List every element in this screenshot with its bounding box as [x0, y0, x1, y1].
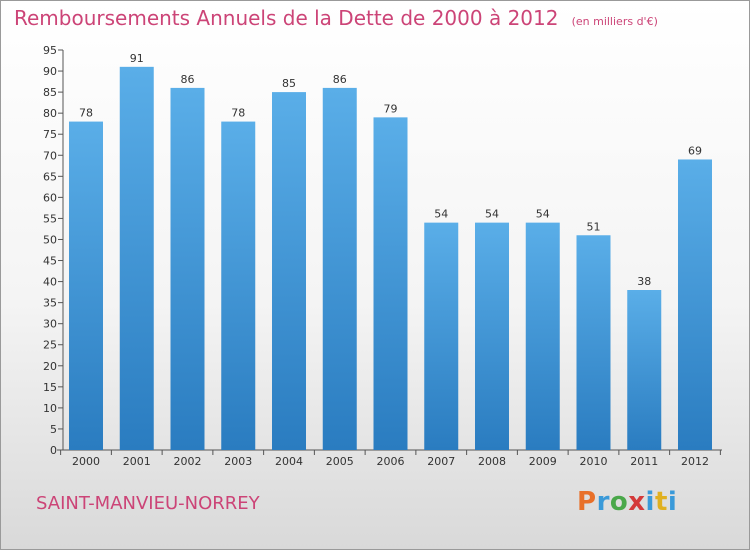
bar-2011 [627, 290, 662, 450]
y-tick-label: 5 [50, 423, 57, 436]
y-tick-label: 75 [43, 128, 57, 141]
x-tick-label-2012: 2012 [681, 455, 709, 468]
bar-2003 [221, 121, 256, 450]
y-tick-label: 10 [43, 402, 57, 415]
x-tick-label-2004: 2004 [275, 455, 303, 468]
axes: 0 5 10 15 20 25 30 35 40 45 50 55 60 65 70 75 80 85 90 95 20… [43, 44, 722, 468]
data-label-2005: 86 [333, 73, 347, 86]
y-tick-label: 25 [43, 339, 57, 352]
y-tick-label: 95 [43, 44, 57, 57]
data-label-2001: 91 [130, 52, 144, 65]
y-tick-label: 85 [43, 86, 57, 99]
logo-letter: P [577, 487, 597, 517]
logo-letter: t [654, 487, 668, 517]
chart-title: Remboursements Annuels de la Dette de 20… [14, 6, 559, 30]
data-label-2002: 86 [181, 73, 195, 86]
bar-2001 [119, 66, 154, 450]
y-tick-label: 50 [43, 233, 57, 246]
title-line: Remboursements Annuels de la Dette de 20… [14, 6, 658, 30]
data-label-2003: 78 [231, 107, 245, 120]
logo-letter: i [645, 487, 655, 517]
logo-letter: r [596, 487, 610, 517]
data-label-2004: 85 [282, 77, 296, 90]
y-tick-label: 45 [43, 255, 57, 268]
x-tick-label-2011: 2011 [630, 455, 658, 468]
commune-name: SAINT-MANVIEU-NORREY [36, 493, 260, 514]
bar-2007 [424, 222, 459, 450]
y-tick-label: 60 [43, 191, 57, 204]
y-tick-label: 0 [50, 444, 57, 457]
data-label-2012: 69 [688, 144, 702, 157]
bar-2010 [576, 235, 611, 450]
bar-2000 [69, 121, 103, 450]
y-tick-label: 55 [43, 212, 57, 225]
data-label-2008: 54 [485, 208, 499, 221]
bars [69, 66, 712, 451]
bar-2002 [170, 87, 205, 450]
x-tick-label-2009: 2009 [529, 455, 557, 468]
y-tick-label: 20 [43, 360, 57, 373]
x-tick-label-2006: 2006 [377, 455, 405, 468]
data-label-2011: 38 [637, 275, 651, 288]
logo-letter: x [628, 487, 646, 517]
data-label-2006: 79 [384, 102, 398, 115]
data-label-2010: 51 [587, 220, 601, 233]
bar-2004 [272, 92, 306, 451]
logo-letter: o [609, 487, 629, 517]
data-label-2009: 54 [536, 208, 550, 221]
logo-letter: i [667, 487, 678, 517]
x-tick-label-2005: 2005 [326, 455, 354, 468]
bar-2005 [322, 87, 357, 450]
proxiti-logo[interactable]: Proxiti [577, 487, 677, 517]
x-tick-label-2003: 2003 [224, 455, 252, 468]
y-tick-label: 90 [43, 65, 57, 78]
chart-subtitle: (en milliers d'€) [571, 15, 658, 28]
x-tick-label-2007: 2007 [427, 455, 455, 468]
x-tick-label-2001: 2001 [123, 455, 151, 468]
bar-2008 [475, 222, 509, 450]
y-tick-label: 65 [43, 170, 57, 183]
bar-2012 [678, 159, 712, 450]
y-tick-label: 35 [43, 297, 57, 310]
y-tick-label: 15 [43, 381, 57, 394]
x-tick-label-2000: 2000 [72, 455, 100, 468]
y-tick-label: 80 [43, 107, 57, 120]
data-labels: 78 91 86 78 85 86 79 54 54 54 51 38 69 [79, 52, 702, 288]
x-tick-label-2008: 2008 [478, 455, 506, 468]
bar-2006 [373, 117, 408, 451]
y-tick-label: 70 [43, 149, 57, 162]
x-tick-label-2010: 2010 [580, 455, 608, 468]
data-label-2007: 54 [434, 208, 448, 221]
data-label-2000: 78 [79, 107, 93, 120]
y-tick-label: 40 [43, 276, 57, 289]
bar-2009 [525, 222, 560, 450]
x-tick-label-2002: 2002 [174, 455, 202, 468]
y-tick-label: 30 [43, 318, 57, 331]
